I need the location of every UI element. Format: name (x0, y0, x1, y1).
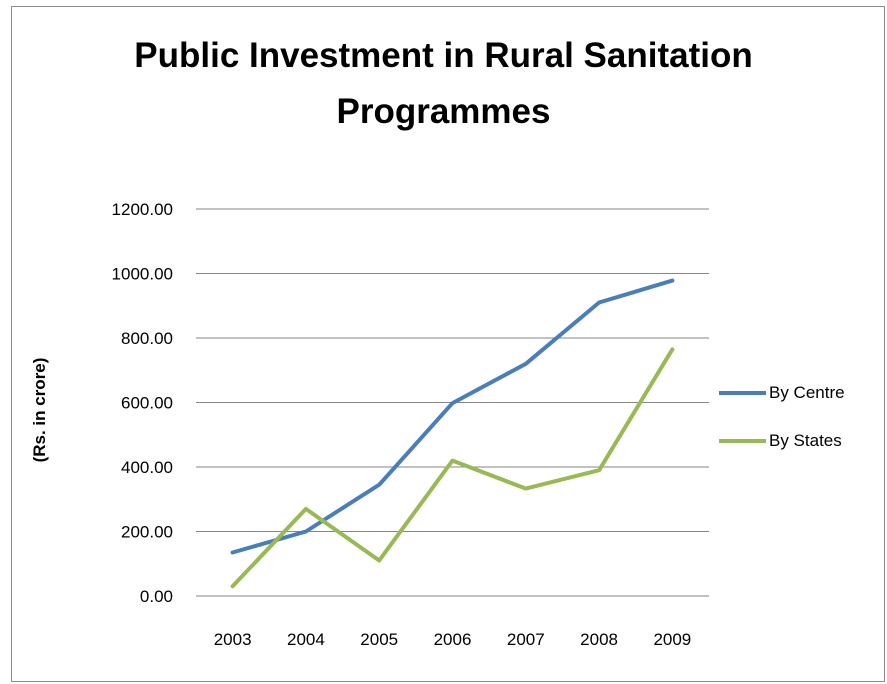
chart-title: Public Investment in Rural Sanitation Pr… (0, 28, 887, 140)
legend-label: By States (769, 431, 842, 450)
y-tick-label: 1200.00 (112, 200, 173, 219)
x-tick-label: 2005 (360, 630, 398, 649)
x-tick-label: 2009 (653, 630, 691, 649)
x-tick-label: 2007 (507, 630, 545, 649)
legend-item: By States (719, 431, 842, 451)
legend-swatch (719, 439, 766, 443)
series-line-by-centre (230, 278, 675, 555)
chart-frame (11, 6, 885, 682)
legend-item: By Centre (719, 383, 845, 403)
x-tick-label: 2008 (580, 630, 618, 649)
legend-swatch (719, 391, 766, 395)
x-tick-label: 2004 (287, 630, 325, 649)
chart-title-line-1: Public Investment in Rural Sanitation (134, 36, 753, 75)
y-tick-label: 200.00 (121, 523, 173, 542)
series-line-by-states (230, 347, 675, 589)
y-tick-label: 800.00 (121, 329, 173, 348)
chart-title-line-2: Programmes (336, 92, 551, 131)
x-tick-label: 2006 (434, 630, 472, 649)
legend-label: By Centre (769, 383, 845, 402)
x-tick-label: 2003 (214, 630, 252, 649)
y-tick-label: 600.00 (121, 394, 173, 413)
y-tick-label: 0.00 (140, 587, 173, 606)
y-tick-label: 1000.00 (112, 265, 173, 284)
y-tick-label: 400.00 (121, 458, 173, 477)
